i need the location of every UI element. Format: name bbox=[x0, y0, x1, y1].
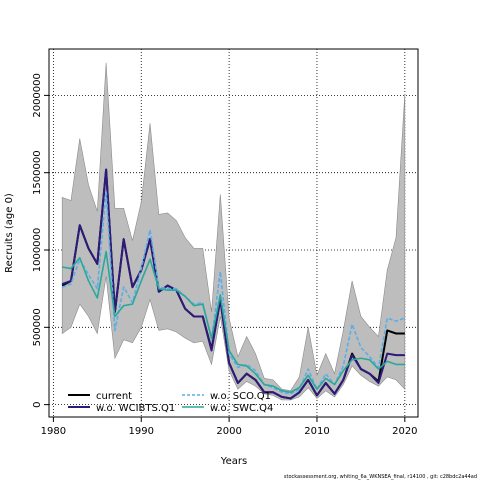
y-tick-label-3: 1500000 bbox=[32, 150, 43, 195]
footer-source: stockassessment.org, whiting_6a_WKNSEA_f… bbox=[284, 474, 477, 480]
y-tick-label-4: 2000000 bbox=[32, 73, 43, 118]
x-tick-label-2: 2000 bbox=[216, 426, 241, 437]
x-axis-label: Years bbox=[220, 456, 247, 467]
y-tick-label-0: 0 bbox=[32, 401, 43, 407]
y-axis: 0 500000 1000000 1500000 2000000 bbox=[32, 73, 49, 408]
confidence-band bbox=[61, 62, 406, 401]
x-tick-label-0: 1980 bbox=[41, 426, 66, 437]
confidence-band-group bbox=[61, 62, 406, 401]
y-tick-label-1: 500000 bbox=[32, 308, 43, 346]
series-line-1 bbox=[61, 168, 405, 400]
y-tick-label-2: 1000000 bbox=[32, 228, 43, 273]
series-line-3 bbox=[62, 250, 405, 394]
x-tick-label-1: 1990 bbox=[129, 426, 154, 437]
y-axis-label: Recruits (age 0) bbox=[4, 193, 15, 273]
series-line-2 bbox=[61, 190, 406, 395]
series-lines bbox=[61, 168, 406, 400]
plot-frame bbox=[48, 48, 419, 418]
legend-label-current: current bbox=[96, 391, 132, 402]
x-axis: 1980 1990 2000 2010 2020 bbox=[41, 417, 418, 437]
legend-label-wcibts: w.o. WCIBTS.Q1 bbox=[96, 403, 175, 414]
legend-label-sco: w.o. SCO.Q1 bbox=[210, 391, 271, 402]
legend: current w.o. WCIBTS.Q1 w.o. SCO.Q1 w.o. … bbox=[68, 391, 273, 414]
x-tick-label-4: 2020 bbox=[392, 426, 417, 437]
legend-label-swc: w.o. SWC.Q4 bbox=[210, 403, 273, 414]
x-tick-label-3: 2010 bbox=[304, 426, 329, 437]
